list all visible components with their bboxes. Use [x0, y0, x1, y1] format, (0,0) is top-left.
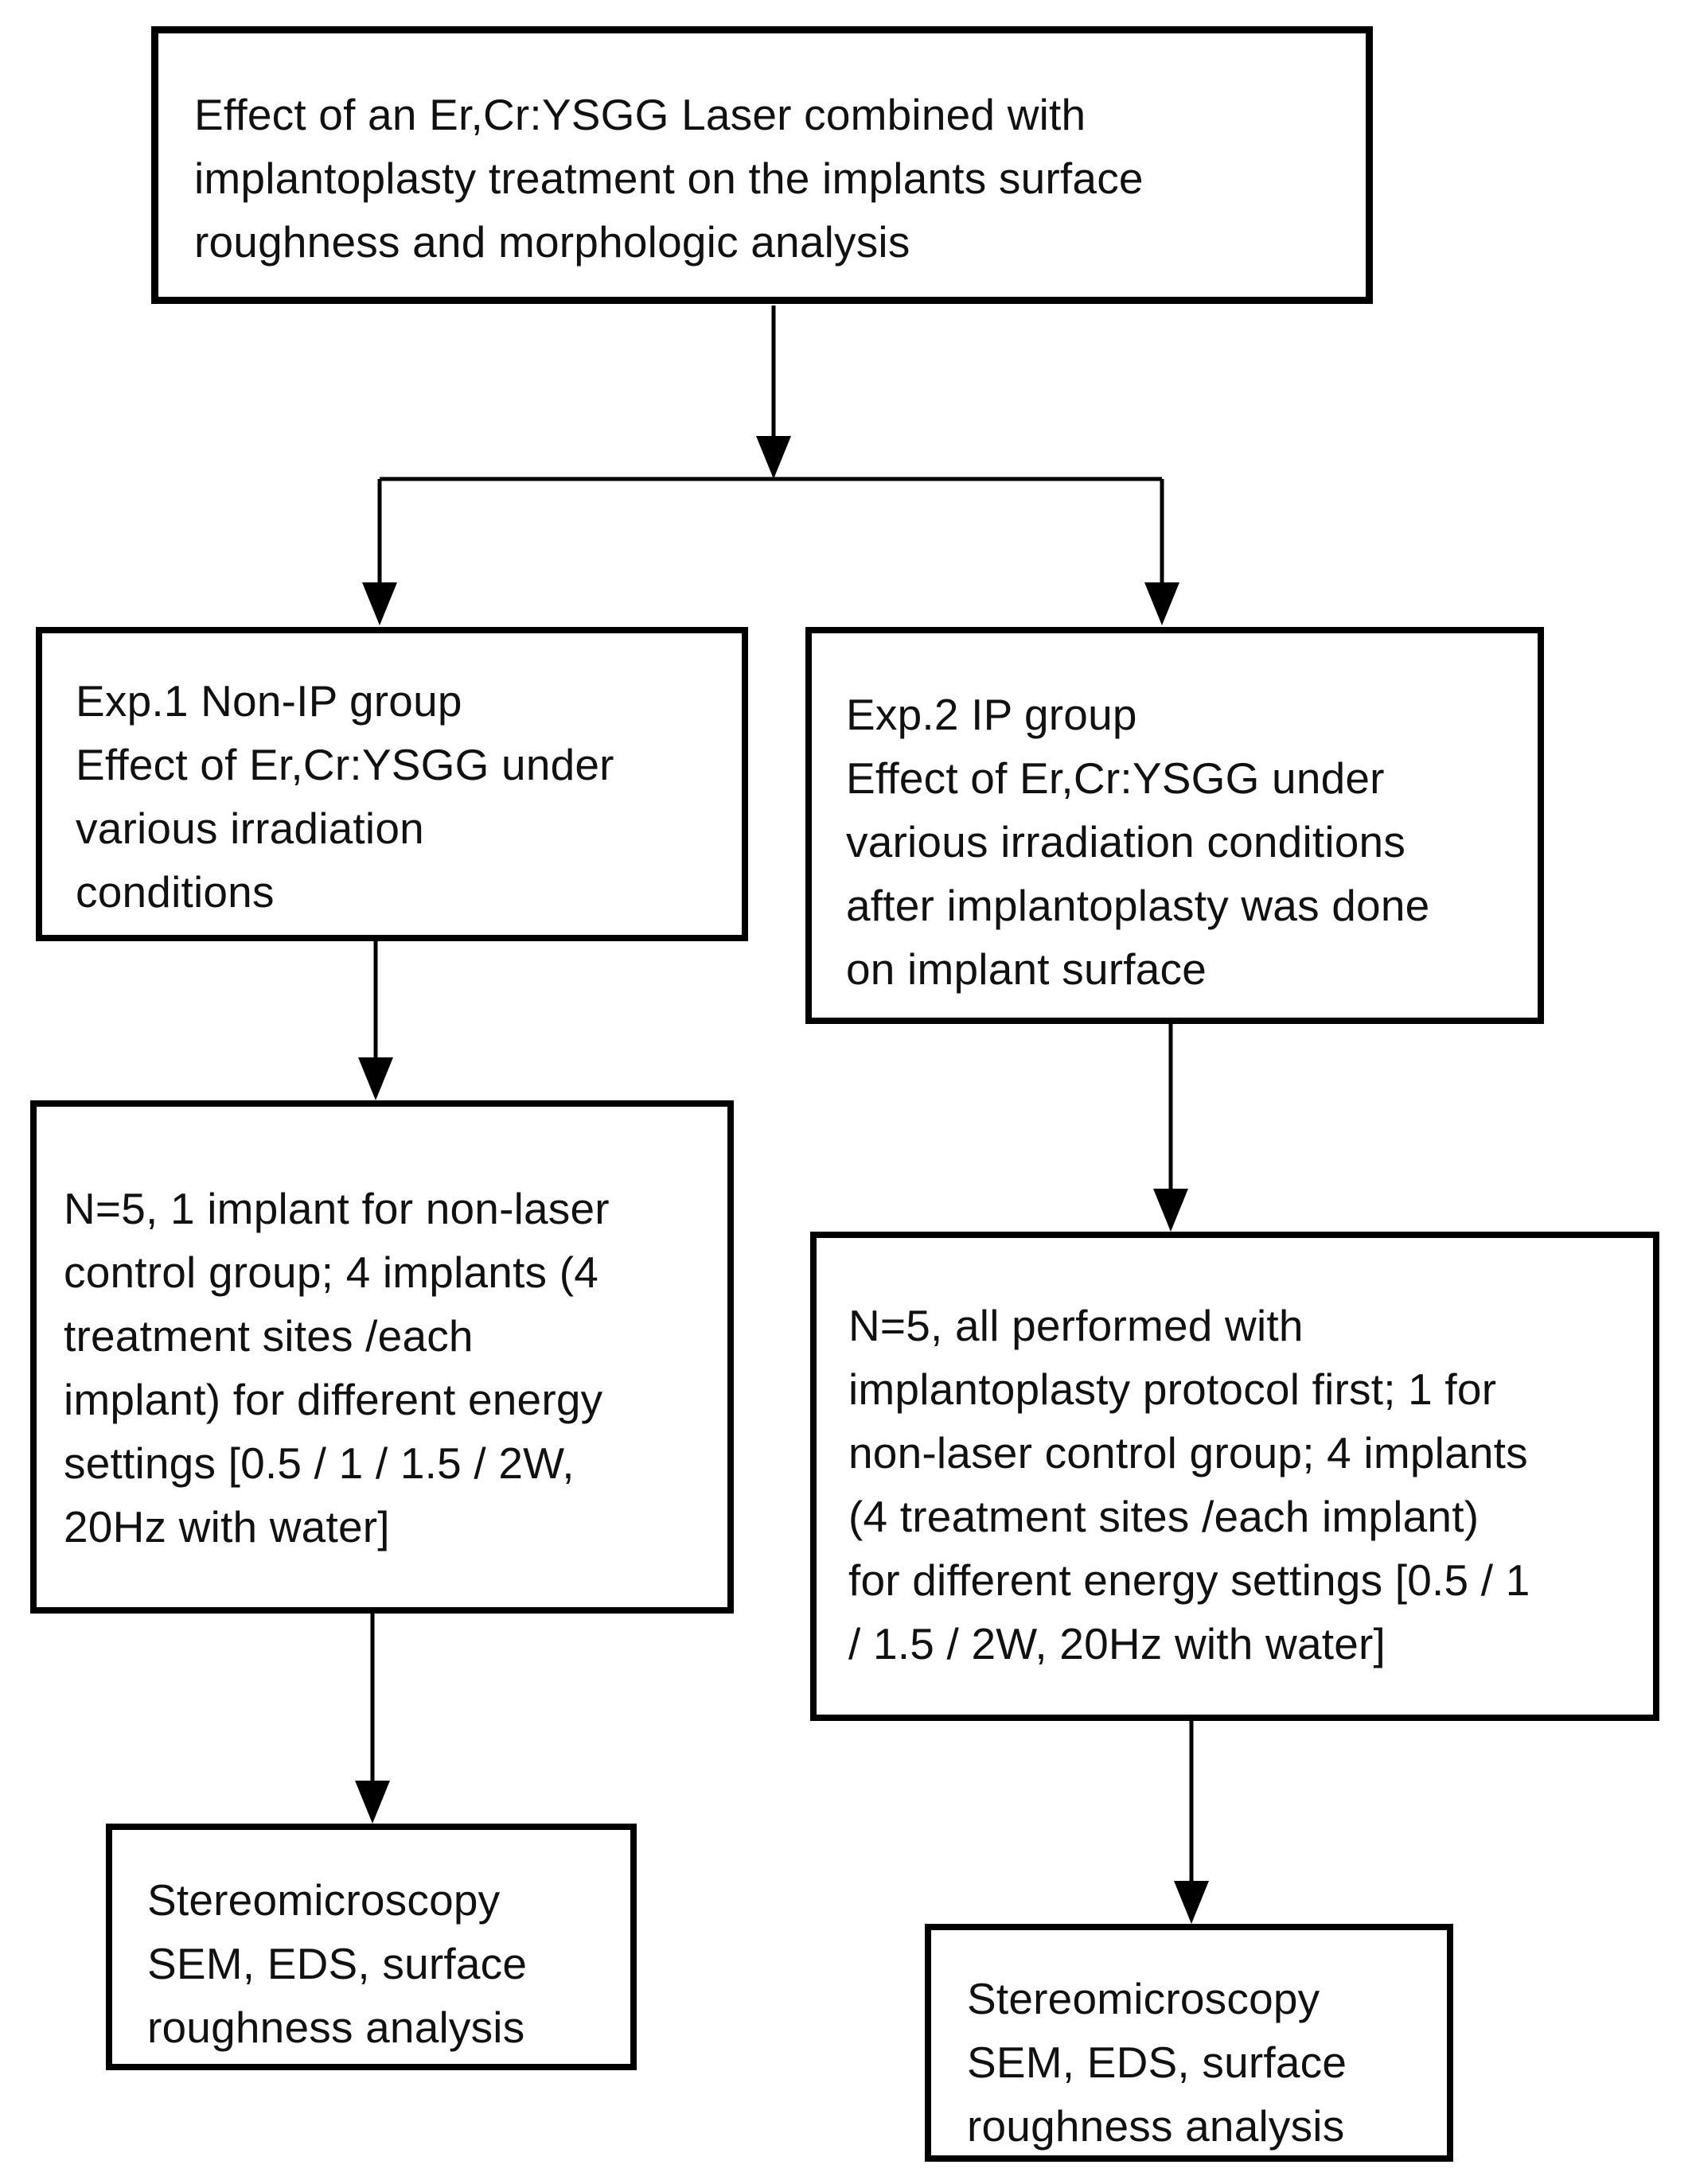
exp1-group-line: Exp.1 Non-IP group — [76, 676, 462, 726]
exp1-group-line: conditions — [76, 867, 275, 917]
arrow-down-icon — [358, 1057, 393, 1100]
exp2-group-line: after implantoplasty was done — [846, 881, 1430, 930]
title-box-line: Effect of an Er,Cr:YSGG Laser combined w… — [194, 90, 1086, 139]
exp1-sample-line: settings [0.5 / 1 / 1.5 / 2W, — [64, 1438, 575, 1488]
exp2-group-line: various irradiation conditions — [846, 817, 1406, 866]
arrow-down-icon — [362, 582, 397, 625]
exp1-sample-line: treatment sites /each — [64, 1311, 474, 1361]
exp2-analysis-line: Stereomicroscopy — [967, 1974, 1320, 2023]
title-box-line: implantoplasty treatment on the implants… — [194, 154, 1144, 203]
arrow-down-icon — [1144, 582, 1179, 625]
title-box: Effect of an Er,Cr:YSGG Laser combined w… — [151, 26, 1373, 304]
exp1-sample-line: control group; 4 implants (4 — [64, 1248, 599, 1297]
exp1-sample-line: 20Hz with water] — [64, 1502, 390, 1551]
exp2-sample-line: for different energy settings [0.5 / 1 — [848, 1555, 1530, 1605]
exp2-sample-line: N=5, all performed with — [848, 1301, 1304, 1350]
exp2-sample-line: implantoplasty protocol first; 1 for — [848, 1365, 1497, 1414]
arrow-down-icon — [756, 436, 791, 479]
exp1-group-line: various irradiation — [76, 804, 424, 853]
exp1-sample-box: N=5, 1 implant for non-laser control gro… — [30, 1100, 734, 1614]
exp2-analysis-line: SEM, EDS, surface — [967, 2038, 1347, 2087]
title-box-line: roughness and morphologic analysis — [194, 217, 910, 267]
exp2-group-line: Exp.2 IP group — [846, 690, 1137, 739]
arrow-down-icon — [1153, 1189, 1188, 1232]
exp1-sample-line: implant) for different energy — [64, 1375, 603, 1424]
exp1-analysis-box: Stereomicroscopy SEM, EDS, surface rough… — [106, 1824, 637, 2070]
exp2-group-box: Exp.2 IP group Effect of Er,Cr:YSGG unde… — [805, 627, 1544, 1024]
exp2-sample-box: N=5, all performed with implantoplasty p… — [810, 1232, 1659, 1721]
exp1-group-box: Exp.1 Non-IP group Effect of Er,Cr:YSGG … — [36, 627, 748, 941]
arrow-down-icon — [355, 1781, 390, 1824]
exp1-group-line: Effect of Er,Cr:YSGG under — [76, 740, 614, 789]
exp2-sample-line: / 1.5 / 2W, 20Hz with water] — [848, 1619, 1386, 1668]
exp1-analysis-line: roughness analysis — [147, 2003, 525, 2052]
exp1-sample-line: N=5, 1 implant for non-laser — [64, 1184, 610, 1233]
exp2-group-line: on implant surface — [846, 944, 1207, 994]
arrow-down-icon — [1174, 1881, 1209, 1924]
exp1-analysis-line: Stereomicroscopy — [147, 1875, 501, 1925]
exp2-sample-line: (4 treatment sites /each implant) — [848, 1492, 1480, 1541]
exp1-analysis-line: SEM, EDS, surface — [147, 1939, 528, 1988]
exp2-sample-line: non-laser control group; 4 implants — [848, 1428, 1528, 1477]
exp2-analysis-line: roughness analysis — [967, 2101, 1345, 2151]
exp2-group-line: Effect of Er,Cr:YSGG under — [846, 753, 1385, 803]
exp2-analysis-box: Stereomicroscopy SEM, EDS, surface rough… — [925, 1924, 1453, 2162]
